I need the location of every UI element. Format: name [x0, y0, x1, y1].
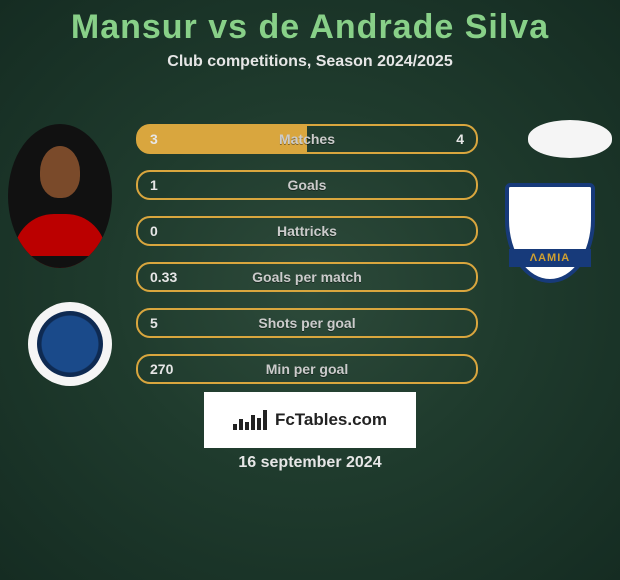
- date-text: 16 september 2024: [0, 454, 620, 472]
- club1-logo: [28, 302, 112, 386]
- stat-row-goals: 1 Goals: [136, 170, 478, 200]
- page-title: Mansur vs de Andrade Silva: [0, 0, 620, 47]
- stat-label: Min per goal: [138, 361, 476, 377]
- stat-right: 4: [456, 131, 464, 147]
- club2-logo: ΛΑΜΙΑ: [500, 178, 600, 288]
- player1-face: [40, 146, 80, 198]
- player1-avatar: [8, 124, 112, 268]
- brand-bars-icon: [233, 410, 267, 430]
- club2-band: ΛΑΜΙΑ: [509, 249, 591, 267]
- stat-row-mpg: 270 Min per goal: [136, 354, 478, 384]
- stat-row-matches: 3 Matches 4: [136, 124, 478, 154]
- stat-row-hattricks: 0 Hattricks: [136, 216, 478, 246]
- player1-stripe: [14, 256, 106, 268]
- stat-label: Goals: [138, 177, 476, 193]
- comparison-card: Mansur vs de Andrade Silva Club competit…: [0, 0, 620, 580]
- club2-shield: ΛΑΜΙΑ: [505, 183, 595, 283]
- stat-label: Shots per goal: [138, 315, 476, 331]
- subtitle: Club competitions, Season 2024/2025: [0, 53, 620, 71]
- player2-avatar: [528, 120, 612, 158]
- stat-row-gpm: 0.33 Goals per match: [136, 262, 478, 292]
- club1-logo-inner: [37, 311, 103, 377]
- brand-text: FcTables.com: [275, 410, 387, 430]
- brand-badge: FcTables.com: [204, 392, 416, 448]
- stat-label: Goals per match: [138, 269, 476, 285]
- stat-row-spg: 5 Shots per goal: [136, 308, 478, 338]
- stat-label: Matches: [138, 131, 476, 147]
- stats-table: 3 Matches 4 1 Goals 0 Hattricks 0.33 Goa…: [136, 124, 478, 400]
- stat-label: Hattricks: [138, 223, 476, 239]
